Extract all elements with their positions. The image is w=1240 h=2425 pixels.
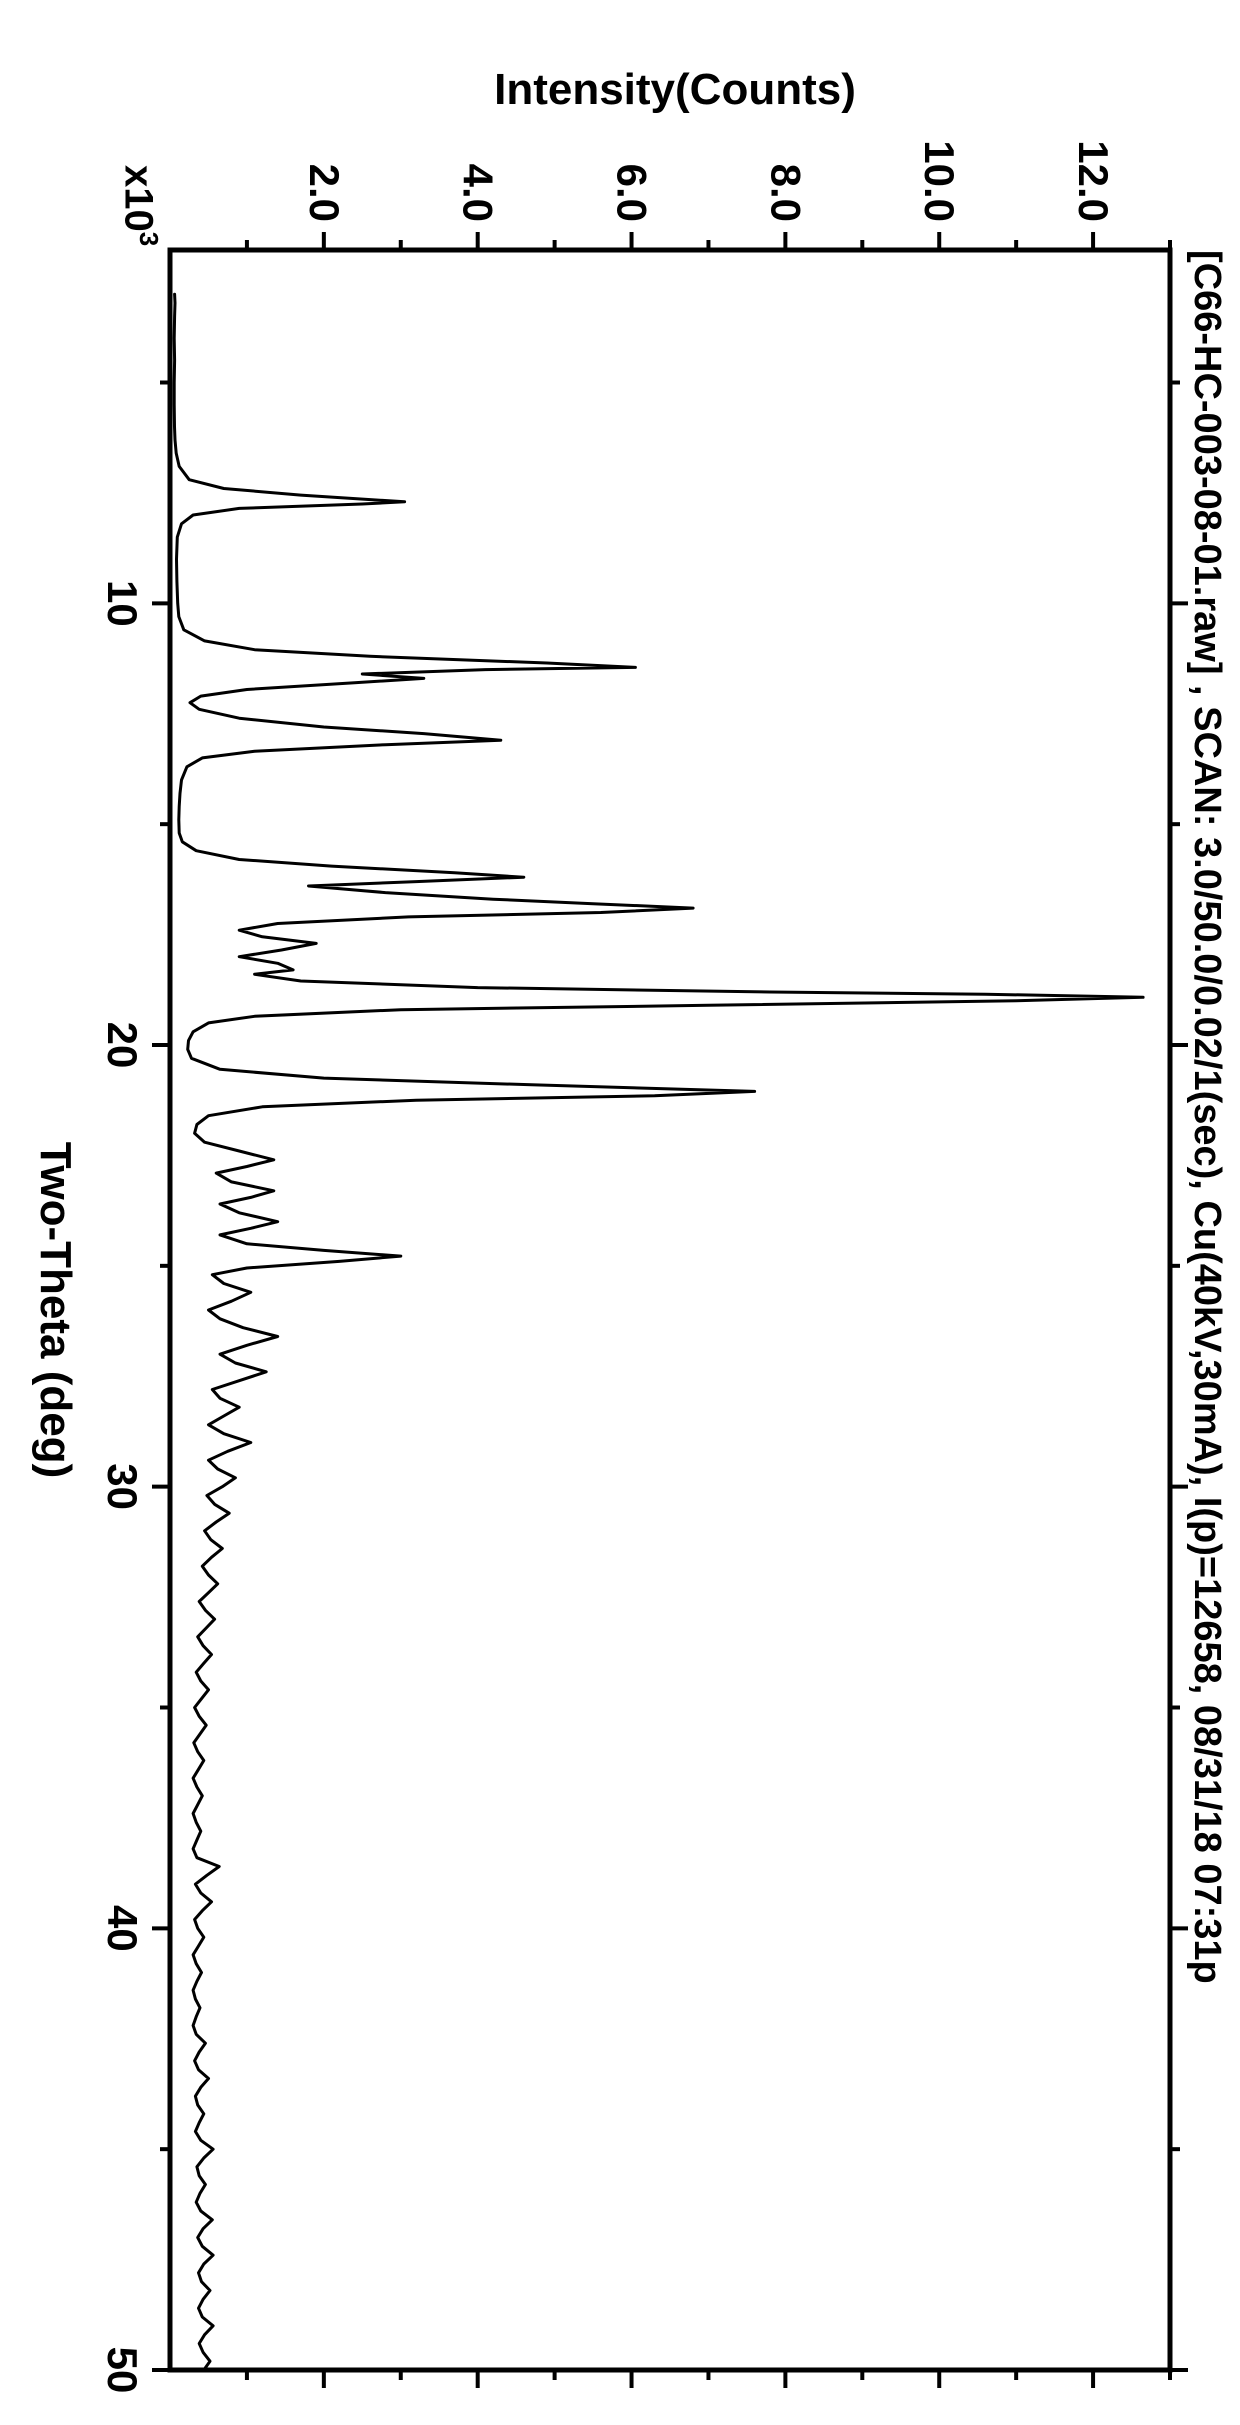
x-tick-label: 20 [99,1022,146,1069]
xrd-trace [174,294,1143,2370]
y-mult-exp: 3 [134,232,164,246]
rotated-canvas: [C66-HC-003-08-01.raw] , SCAN: 3.0/50.0/… [0,0,1240,2425]
y-mult-text: x10 [117,165,161,232]
y-tick-label: 2.0 [301,164,348,222]
x-tick-label: 50 [99,2347,146,2394]
xrd-chart: [C66-HC-003-08-01.raw] , SCAN: 3.0/50.0/… [0,0,1240,2425]
x-tick-label: 10 [99,580,146,627]
y-tick-label: 12.0 [1070,140,1117,222]
y-tick-label: 6.0 [609,164,656,222]
plot-svg: 10 20 30 40 50 2.0 4.0 6.0 8.0 10.0 12.0 [50,0,1240,2410]
y-tick-label: 4.0 [455,164,502,222]
y-multiplier: x103 [116,165,164,246]
x-tick-label: 40 [99,1905,146,1952]
y-tick-label: 8.0 [762,164,809,222]
y-tick-label: 10.0 [916,140,963,222]
x-tick-label: 30 [99,1463,146,1510]
y-axis-label: Intensity(Counts) [475,65,875,115]
x-axis-label: Two-Theta (deg) [30,1060,80,1560]
